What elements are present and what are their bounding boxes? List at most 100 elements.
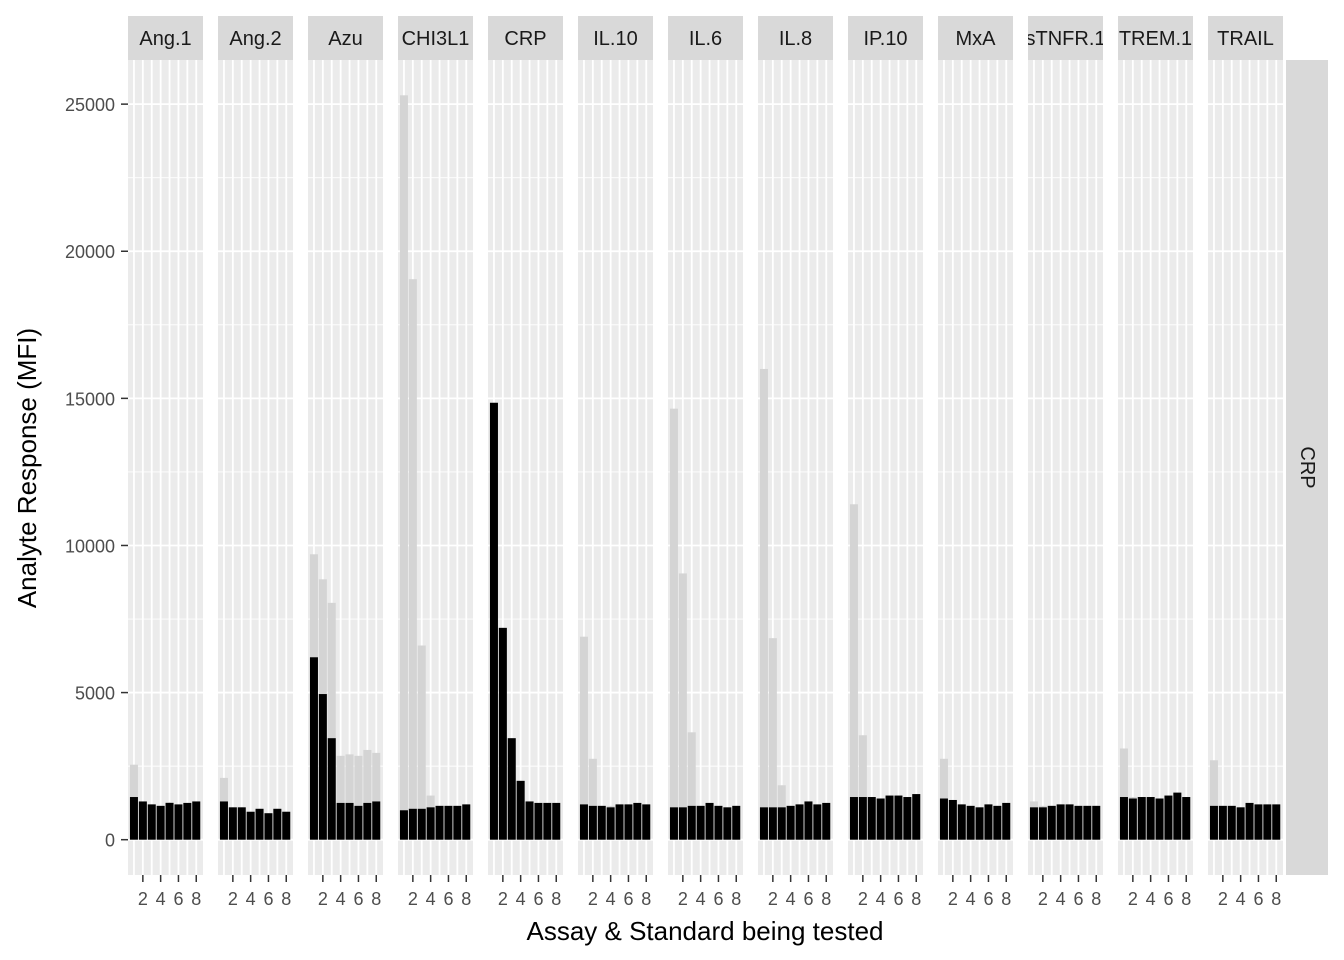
foreground-bar: [912, 794, 921, 840]
foreground-bar: [759, 807, 768, 840]
foreground-bar: [453, 805, 462, 840]
y-tick-label: 10000: [65, 536, 115, 556]
panel-ang-2: Ang.2 2 4 6 8: [218, 16, 293, 909]
foreground-bar: [318, 694, 327, 840]
foreground-bar: [948, 799, 957, 840]
foreground-bar: [417, 808, 426, 840]
background-bar: [588, 758, 597, 840]
x-tick-label: 2: [498, 889, 508, 909]
panel-crp: CRP 2 4 6 8: [488, 16, 563, 909]
foreground-bar: [1155, 798, 1164, 840]
x-axis-title: Assay & Standard being tested: [526, 916, 883, 946]
foreground-bar: [714, 805, 723, 840]
x-tick-label: 8: [1181, 889, 1191, 909]
facet-strip: [128, 16, 203, 60]
foreground-bar: [534, 802, 543, 840]
foreground-bar: [264, 813, 273, 840]
facet-strip: [398, 16, 473, 60]
x-tick-label: 8: [281, 889, 291, 909]
x-tick-label: 6: [353, 889, 363, 909]
x-tick-label: 6: [443, 889, 453, 909]
foreground-bar: [1272, 804, 1281, 840]
x-tick-label: 6: [803, 889, 813, 909]
foreground-bar: [372, 801, 381, 840]
x-tick-label: 8: [1001, 889, 1011, 909]
foreground-bar: [174, 804, 183, 840]
foreground-bar: [1047, 805, 1056, 840]
x-tick-label: 2: [588, 889, 598, 909]
foreground-bar: [858, 797, 867, 840]
panel-il-10: IL.10 2 4 6 8: [578, 16, 653, 909]
facet-strip: [938, 16, 1013, 60]
background-bar: [417, 645, 426, 840]
background-bar: [849, 504, 858, 840]
x-tick-label: 8: [641, 889, 651, 909]
x-tick-label: 6: [173, 889, 183, 909]
foreground-bar: [966, 805, 975, 840]
panel-trem-1: TREM.1 2 4 6 8: [1118, 16, 1193, 909]
foreground-bar: [903, 797, 912, 840]
x-tick-label: 2: [678, 889, 688, 909]
x-tick-label: 8: [911, 889, 921, 909]
x-tick-label: 4: [1146, 889, 1156, 909]
foreground-bar: [1083, 805, 1092, 840]
panel-chi3l1: CHI3L1 2 4 6 8: [398, 16, 473, 909]
facet-strip: [578, 16, 653, 60]
foreground-bar: [804, 801, 813, 840]
y-tick-label: 25000: [65, 95, 115, 115]
panel-background: [218, 60, 293, 875]
background-bar: [768, 638, 777, 840]
background-bar: [759, 368, 768, 840]
x-tick-label: 8: [461, 889, 471, 909]
x-tick-label: 8: [731, 889, 741, 909]
facet-strip: [1208, 16, 1283, 60]
foreground-bar: [462, 804, 471, 840]
foreground-bar: [1218, 805, 1227, 840]
foreground-bar: [1092, 805, 1101, 840]
foreground-bar: [579, 804, 588, 840]
foreground-bar: [615, 804, 624, 840]
x-tick-label: 2: [1038, 889, 1048, 909]
foreground-bar: [543, 802, 552, 840]
foreground-bar: [1029, 807, 1038, 840]
foreground-bar: [1074, 805, 1083, 840]
foreground-bar: [1182, 797, 1191, 840]
foreground-bar: [984, 804, 993, 840]
facet-strip-label: CRP: [504, 28, 546, 50]
background-bar: [687, 732, 696, 840]
facet-strip-label: Azu: [328, 28, 362, 50]
facet-strip: [488, 16, 563, 60]
foreground-bar: [1254, 804, 1263, 840]
foreground-bar: [363, 802, 372, 840]
foreground-bar: [867, 797, 876, 840]
panel-background: [128, 60, 203, 875]
x-tick-label: 4: [876, 889, 886, 909]
foreground-bar: [192, 801, 201, 840]
foreground-bar: [1002, 802, 1011, 840]
foreground-bar: [327, 738, 336, 840]
panel-il-6: IL.6 2 4 6 8: [668, 16, 743, 909]
background-bar: [579, 636, 588, 840]
y-tick-label: 5000: [75, 684, 115, 704]
foreground-bar: [165, 802, 174, 840]
x-tick-label: 4: [336, 889, 346, 909]
x-tick-label: 4: [606, 889, 616, 909]
x-tick-label: 2: [408, 889, 418, 909]
facet-strip: [1118, 16, 1193, 60]
foreground-bar: [552, 802, 561, 840]
foreground-bar: [273, 808, 282, 840]
x-tick-label: 4: [966, 889, 976, 909]
panel-background: [938, 60, 1013, 875]
facet-strip: [308, 16, 383, 60]
foreground-bar: [1209, 805, 1218, 840]
foreground-bar: [975, 807, 984, 840]
x-tick-label: 2: [318, 889, 328, 909]
background-bar: [399, 95, 408, 840]
foreground-bar: [588, 805, 597, 840]
foreground-bar: [507, 738, 516, 840]
x-tick-label: 4: [516, 889, 526, 909]
facet-strip: [218, 16, 293, 60]
foreground-bar: [885, 795, 894, 840]
foreground-bar: [1128, 798, 1137, 840]
